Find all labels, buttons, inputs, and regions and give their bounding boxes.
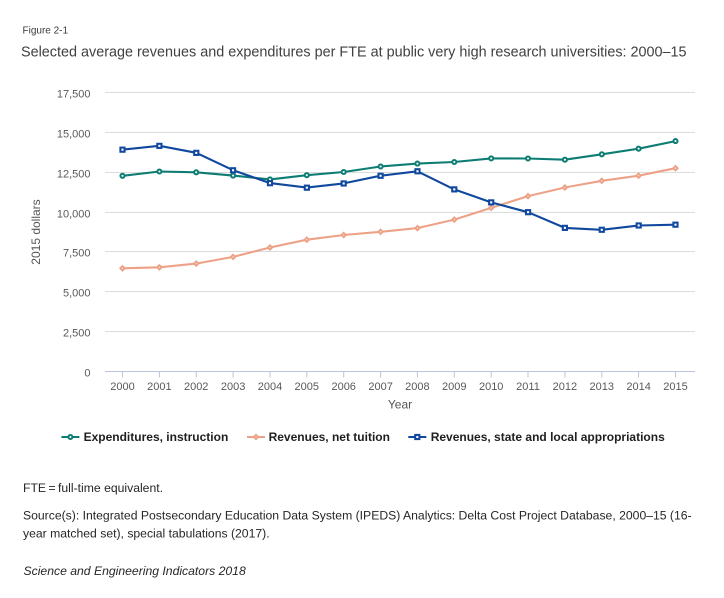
svg-text:2004: 2004 (258, 381, 282, 393)
svg-text:2015 dollars: 2015 dollars (29, 199, 43, 264)
svg-text:2013: 2013 (590, 381, 614, 393)
svg-text:15,000: 15,000 (57, 128, 91, 140)
svg-text:2006: 2006 (331, 381, 355, 393)
svg-text:Expenditures, instruction: Expenditures, instruction (84, 430, 229, 444)
svg-text:2010: 2010 (479, 381, 503, 393)
svg-text:2009: 2009 (442, 381, 466, 393)
svg-text:FTE = full-time equivalent.: FTE = full-time equivalent. (23, 481, 163, 495)
svg-text:2015: 2015 (663, 381, 687, 393)
svg-text:17,500: 17,500 (57, 88, 91, 100)
svg-text:7,500: 7,500 (63, 247, 91, 259)
svg-text:Selected average revenues and: Selected average revenues and expenditur… (21, 45, 687, 61)
svg-text:Revenues, net tuition: Revenues, net tuition (269, 430, 390, 444)
svg-text:2000: 2000 (110, 381, 134, 393)
svg-text:Figure 2-1: Figure 2-1 (23, 25, 69, 36)
svg-text:2007: 2007 (368, 381, 392, 393)
svg-text:2002: 2002 (184, 381, 208, 393)
svg-text:Revenues, state and local appr: Revenues, state and local appropriations (431, 430, 665, 444)
svg-text:2008: 2008 (405, 381, 429, 393)
svg-text:2012: 2012 (553, 381, 577, 393)
svg-text:2005: 2005 (295, 381, 319, 393)
svg-text:2003: 2003 (221, 381, 245, 393)
svg-text:10,000: 10,000 (57, 208, 91, 220)
svg-text:12,500: 12,500 (57, 168, 91, 180)
svg-text:2001: 2001 (147, 381, 171, 393)
svg-text:Source(s): Integrated Postseco: Source(s): Integrated Postsecondary Educ… (23, 509, 692, 523)
svg-text:5,000: 5,000 (63, 287, 91, 299)
svg-text:2011: 2011 (516, 381, 540, 393)
svg-text:Science and Engineering Indica: Science and Engineering Indicators 2018 (24, 564, 246, 578)
svg-text:2014: 2014 (626, 381, 650, 393)
svg-text:0: 0 (84, 367, 90, 379)
svg-text:Year: Year (388, 398, 412, 412)
svg-text:year matched set), special tab: year matched set), special tabulations (… (23, 527, 270, 541)
svg-text:2,500: 2,500 (63, 327, 91, 339)
